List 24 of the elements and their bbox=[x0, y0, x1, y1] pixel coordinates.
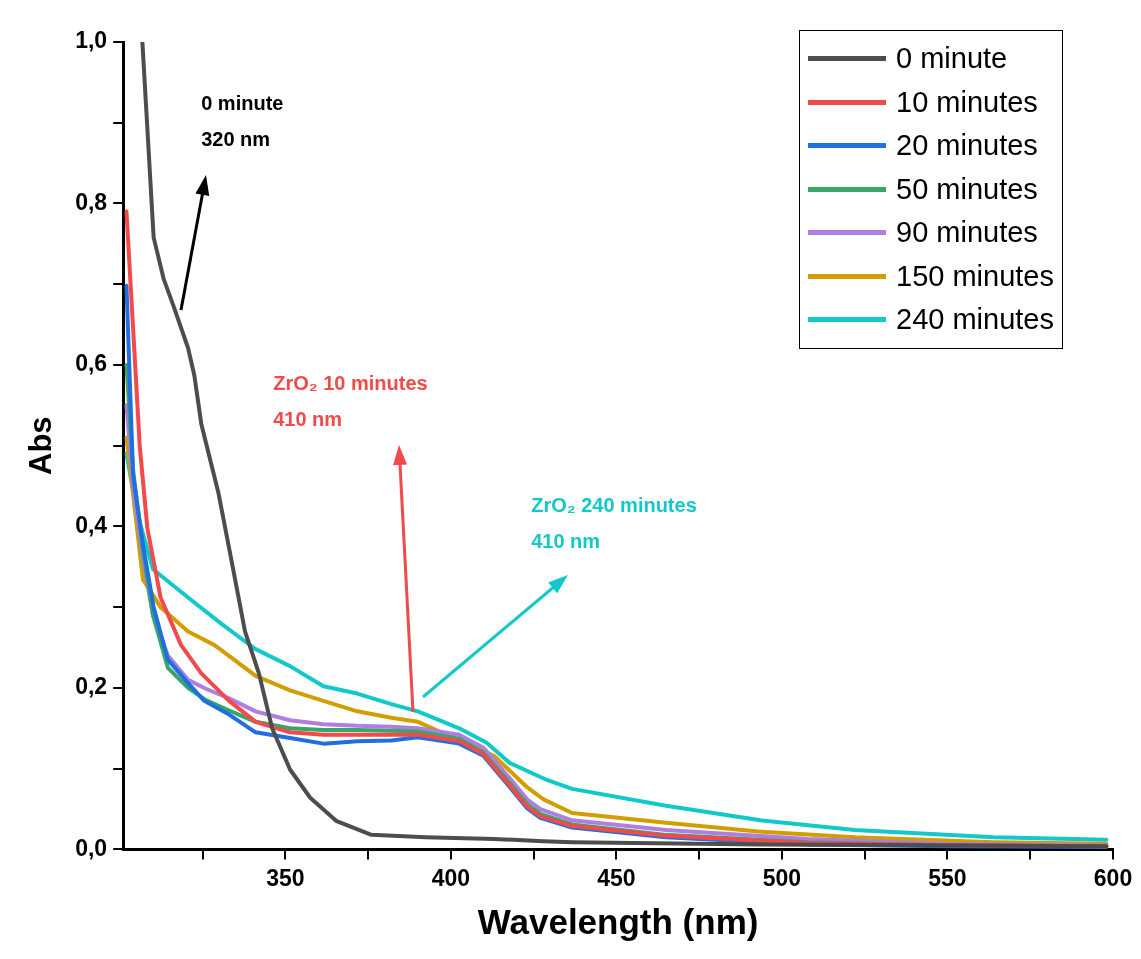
annotation: 0 minute 320 nm bbox=[201, 91, 284, 152]
y-tick-label: 1,0 bbox=[75, 27, 108, 54]
x-axis-title: Wavelength (nm) bbox=[477, 901, 759, 941]
legend-label: 20 minutes bbox=[896, 128, 1038, 163]
x-tick-label: 450 bbox=[597, 864, 636, 891]
y-tick-label: 0,4 bbox=[75, 511, 108, 538]
x-tick-label: 350 bbox=[266, 864, 305, 891]
legend-label: 10 minutes bbox=[896, 84, 1038, 120]
x-tick-label: 400 bbox=[431, 864, 471, 891]
y-tick-label: 0,8 bbox=[75, 188, 108, 215]
x-tick-label: 550 bbox=[928, 864, 967, 891]
y-tick-label: 0,6 bbox=[75, 350, 108, 377]
x-tick-label: 600 bbox=[1093, 864, 1133, 891]
legend-label: 0 minute bbox=[896, 41, 1008, 76]
legend-label: 240 minutes bbox=[896, 302, 1054, 337]
y-tick-label: 0,0 bbox=[75, 834, 108, 861]
legend-label: 150 minutes bbox=[896, 258, 1054, 294]
legend-label: 90 minutes bbox=[896, 215, 1038, 250]
x-tick-label: 500 bbox=[762, 864, 802, 891]
y-tick-label: 0,2 bbox=[75, 673, 108, 700]
legend-label: 50 minutes bbox=[896, 171, 1038, 207]
annotation: ZrO₂ 10 minutes 410 nm bbox=[273, 371, 428, 432]
annotation: ZrO₂ 240 minutes 410 nm bbox=[531, 493, 697, 554]
y-axis-title: Abs bbox=[23, 416, 59, 475]
